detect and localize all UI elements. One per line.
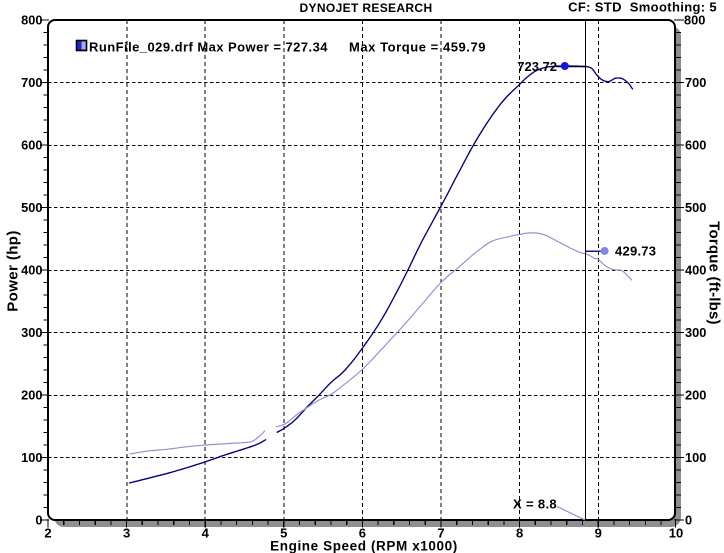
svg-text:200: 200 xyxy=(21,388,42,403)
svg-text:CF: STD Smoothing: 5: CF: STD Smoothing: 5 xyxy=(568,0,717,15)
svg-text:200: 200 xyxy=(685,388,706,403)
svg-text:Engine Speed (RPM x1000): Engine Speed (RPM x1000) xyxy=(270,539,458,553)
svg-text:100: 100 xyxy=(685,450,706,465)
svg-text:723.72: 723.72 xyxy=(517,59,557,74)
svg-text:DYNOJET RESEARCH: DYNOJET RESEARCH xyxy=(300,1,433,15)
svg-text:0: 0 xyxy=(685,513,692,528)
svg-text:800: 800 xyxy=(684,13,705,28)
svg-text:Max Torque = 459.79: Max Torque = 459.79 xyxy=(349,40,486,55)
svg-text:600: 600 xyxy=(685,138,706,153)
svg-text:8: 8 xyxy=(516,526,523,541)
svg-text:10: 10 xyxy=(669,526,683,541)
svg-text:Torque (ft-lbs): Torque (ft-lbs) xyxy=(706,221,723,325)
svg-text:429.73: 429.73 xyxy=(615,244,656,259)
svg-text:400: 400 xyxy=(685,263,706,278)
svg-text:100: 100 xyxy=(21,450,42,465)
svg-text:0: 0 xyxy=(35,513,42,528)
svg-text:7: 7 xyxy=(437,526,444,541)
svg-text:600: 600 xyxy=(21,138,42,153)
svg-text:2: 2 xyxy=(44,526,51,541)
svg-text:700: 700 xyxy=(685,75,706,90)
svg-text:400: 400 xyxy=(21,263,42,278)
svg-text:500: 500 xyxy=(685,200,706,215)
svg-text:5: 5 xyxy=(280,526,287,541)
svg-text:X = 8.8: X = 8.8 xyxy=(513,497,557,512)
svg-text:3: 3 xyxy=(123,526,130,541)
svg-text:700: 700 xyxy=(21,75,42,90)
svg-text:800: 800 xyxy=(21,13,42,28)
svg-text:Power (hp): Power (hp) xyxy=(4,230,21,312)
svg-text:300: 300 xyxy=(21,325,42,340)
svg-text:4: 4 xyxy=(202,526,210,541)
svg-text:300: 300 xyxy=(685,325,706,340)
svg-text:500: 500 xyxy=(21,200,42,215)
svg-text:6: 6 xyxy=(359,526,366,541)
svg-text:RunFile_029.drf Max Power = 72: RunFile_029.drf Max Power = 727.34 xyxy=(89,40,328,55)
svg-text:9: 9 xyxy=(595,526,602,541)
